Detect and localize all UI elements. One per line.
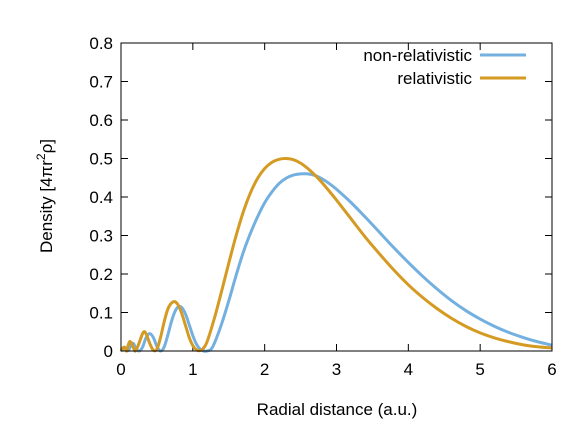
y-axis-ticks: 0 0.1 0.2 0.3 0.4 0.5 0.6 0.7 0.8 bbox=[89, 34, 552, 361]
legend-label-non-relativistic: non-relativistic bbox=[363, 46, 472, 65]
x-tick-label-2: 2 bbox=[260, 360, 269, 379]
y-axis-label: Density [4πr2ρ] bbox=[34, 139, 56, 253]
x-tick-label-5: 5 bbox=[475, 360, 484, 379]
x-axis-label: Radial distance (a.u.) bbox=[257, 400, 418, 419]
x-tick-label-3: 3 bbox=[332, 360, 341, 379]
y-tick-label-3: 0.3 bbox=[89, 227, 113, 246]
y-tick-label-8: 0.8 bbox=[89, 34, 113, 53]
series-line-non-relativistic bbox=[119, 172, 553, 353]
y-tick-label-2: 0.2 bbox=[89, 265, 113, 284]
y-tick-label-5: 0.5 bbox=[89, 150, 113, 169]
plot-frame bbox=[120, 42, 553, 352]
y-tick-label-1: 0.1 bbox=[89, 304, 113, 323]
legend: non-relativistic relativistic bbox=[363, 46, 526, 88]
y-axis-label-main: Density [4πr bbox=[37, 160, 56, 253]
x-axis-ticks: 0 1 2 3 4 5 6 bbox=[116, 43, 557, 379]
series-line-relativistic bbox=[119, 156, 553, 353]
y-tick-label-4: 0.4 bbox=[89, 188, 113, 207]
x-tick-label-4: 4 bbox=[404, 360, 413, 379]
x-tick-label-0: 0 bbox=[116, 360, 125, 379]
series-layer bbox=[119, 156, 553, 353]
x-tick-label-1: 1 bbox=[188, 360, 197, 379]
legend-label-relativistic: relativistic bbox=[397, 69, 472, 88]
y-tick-label-7: 0.7 bbox=[89, 73, 113, 92]
y-axis-label-superscript: 2 bbox=[34, 153, 48, 160]
y-tick-label-0: 0 bbox=[104, 342, 113, 361]
y-axis-label-tail: ρ] bbox=[37, 139, 56, 153]
x-tick-label-6: 6 bbox=[547, 360, 556, 379]
y-tick-label-6: 0.6 bbox=[89, 111, 113, 130]
